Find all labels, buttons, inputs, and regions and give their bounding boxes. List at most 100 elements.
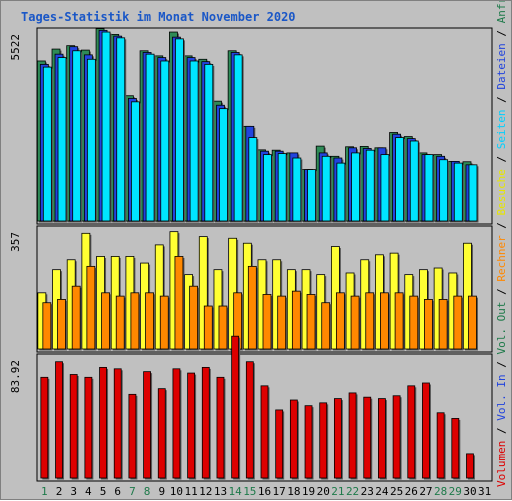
x-tick-16: 16 [258, 485, 271, 498]
bar-volumen-19 [304, 405, 313, 479]
x-tick-8: 8 [144, 485, 151, 498]
x-tick-22: 22 [346, 485, 359, 498]
x-tick-23: 23 [361, 485, 374, 498]
right-label-part-0: Volumen [495, 441, 508, 487]
x-tick-28: 28 [434, 485, 447, 498]
x-tick-9: 9 [158, 485, 165, 498]
x-tick-19: 19 [302, 485, 315, 498]
bar-rechner-3 [71, 285, 81, 350]
right-axis-label: Volumen / Vol. In / Vol. Out / Rechner /… [495, 1, 508, 487]
right-label-part-12: Dateien [495, 43, 508, 89]
bar-rechner-17 [277, 295, 287, 350]
bar-rechner-27 [424, 299, 433, 350]
bar-seiten-6 [116, 37, 126, 222]
bar-seiten-28 [439, 159, 449, 222]
bar-volumen-20 [319, 402, 328, 479]
bar-seiten-15 [248, 137, 258, 222]
bar-seiten-26 [409, 140, 419, 222]
bar-rechner-30 [468, 295, 477, 350]
bar-volumen-30 [466, 453, 474, 479]
bar-volumen-1 [40, 376, 49, 479]
bar-rechner-24 [380, 292, 389, 350]
bar-rechner-1 [42, 302, 52, 350]
bar-volumen-2 [55, 361, 63, 479]
right-label-part-9: / [495, 149, 508, 169]
panels: 5522 357 83.92 [9, 27, 493, 482]
panel-border [36, 353, 493, 482]
x-tick-21: 21 [331, 485, 344, 498]
right-label-part-13: / [495, 23, 508, 43]
bar-rechner-21 [335, 292, 345, 350]
right-label-part-11: / [495, 90, 508, 110]
bar-seiten-24 [380, 154, 390, 222]
right-label-part-8: Besuche [495, 169, 508, 215]
bar-seiten-9 [160, 60, 170, 222]
bar-volumen-18 [289, 399, 298, 479]
x-tick-11: 11 [184, 485, 197, 498]
right-label-part-7: / [495, 215, 508, 235]
bar-seiten-20 [321, 155, 331, 222]
x-tick-18: 18 [287, 485, 300, 498]
bar-rechner-11 [189, 285, 199, 350]
bar-seiten-10 [175, 38, 184, 222]
bar-volumen-6 [113, 368, 122, 479]
y-max-label: 357 [9, 232, 22, 252]
bar-rechner-2 [57, 299, 66, 350]
bar-seiten-18 [292, 157, 302, 222]
bar-volumen-15 [245, 361, 254, 479]
bar-seiten-1 [42, 66, 52, 222]
bar-rechner-13 [218, 305, 228, 350]
bar-volumen-4 [84, 376, 93, 479]
series-seiten [42, 31, 479, 223]
x-tick-14: 14 [229, 485, 243, 498]
bar-seiten-30 [468, 164, 478, 222]
bar-seiten-29 [453, 162, 463, 222]
bar-rechner-10 [174, 256, 184, 350]
bar-seiten-22 [351, 152, 360, 222]
bar-seiten-16 [263, 154, 272, 222]
panel-top: 5522 [9, 27, 493, 225]
bar-seiten-27 [424, 154, 434, 222]
right-label-part-3: / [495, 355, 508, 375]
bar-volumen-29 [451, 418, 460, 479]
bar-rechner-26 [409, 295, 419, 350]
bar-seiten-7 [131, 101, 140, 222]
bar-volumen-24 [378, 398, 386, 479]
bar-volumen-22 [348, 392, 357, 479]
series-volumen [40, 335, 475, 480]
bar-seiten-11 [189, 60, 199, 222]
right-label-part-2: Vol. In [495, 374, 508, 420]
bar-rechner-19 [306, 294, 316, 350]
x-tick-20: 20 [317, 485, 330, 498]
bar-seiten-8 [145, 53, 155, 222]
panel-middle: 357 [9, 225, 493, 353]
right-label-part-6: Rechner [495, 235, 508, 282]
bar-volumen-5 [99, 366, 107, 479]
bar-rechner-29 [453, 295, 463, 350]
bar-seiten-13 [219, 108, 228, 222]
bar-volumen-23 [363, 396, 372, 479]
right-label-part-4: Vol. Out [495, 302, 508, 355]
bar-volumen-3 [69, 374, 78, 479]
y-max-label: 83.92 [9, 360, 22, 393]
bar-volumen-14 [231, 335, 240, 479]
bar-seiten-19 [307, 169, 316, 222]
x-tick-13: 13 [214, 485, 227, 498]
panel-bottom: 83.92 [9, 335, 493, 482]
right-label-part-5: / [495, 282, 508, 302]
x-tick-6: 6 [114, 485, 121, 498]
bar-volumen-12 [201, 366, 210, 479]
series-rechner [42, 256, 478, 351]
right-label-part-14: Anfragen [495, 1, 508, 23]
bar-seiten-17 [277, 153, 287, 222]
bar-volumen-8 [143, 371, 151, 479]
bar-rechner-22 [350, 295, 360, 350]
bar-volumen-13 [216, 376, 225, 479]
x-tick-10: 10 [170, 485, 183, 498]
bar-rechner-7 [130, 292, 140, 350]
bar-volumen-7 [128, 393, 137, 479]
x-tick-30: 30 [463, 485, 476, 498]
bar-seiten-2 [57, 57, 67, 222]
bar-rechner-9 [159, 295, 169, 350]
